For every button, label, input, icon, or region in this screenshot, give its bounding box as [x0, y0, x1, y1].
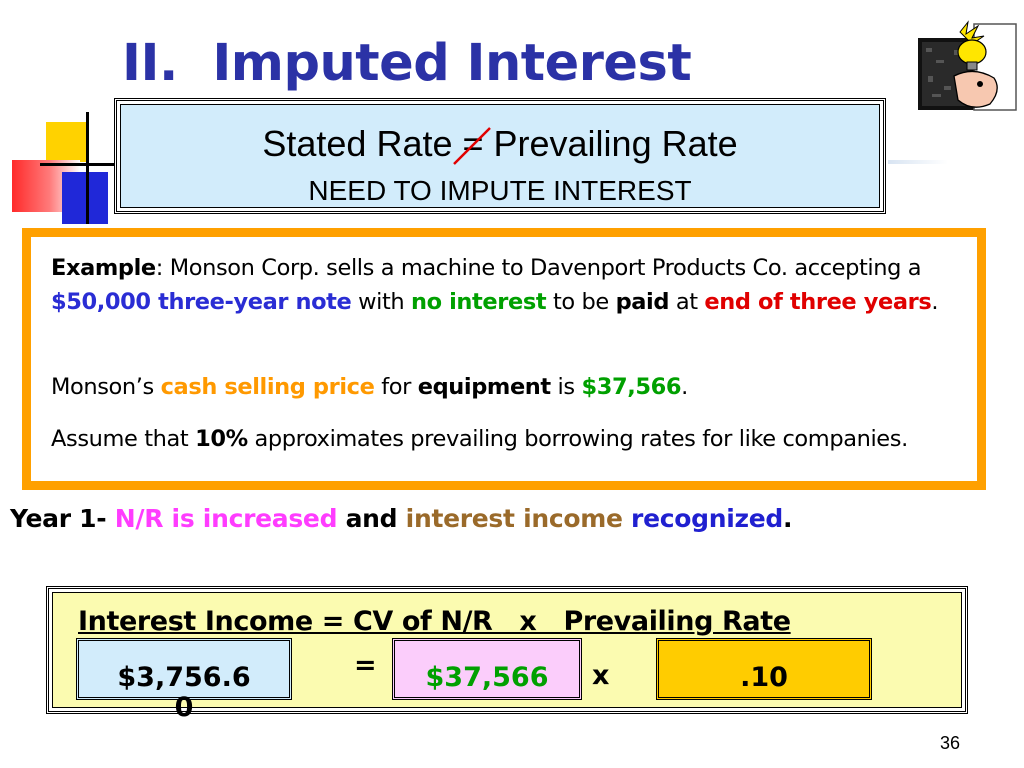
prevailing-rate-amount: .10 [740, 662, 788, 693]
impute-interest-note: NEED TO IMPUTE INTEREST [308, 175, 692, 206]
prevailing-rate-box: .10 [656, 638, 872, 700]
decorative-yellow-square [46, 122, 86, 162]
slide-title: II. Imputed Interest [122, 34, 692, 93]
year-one-statement: Year 1- N/R is increased and interest in… [10, 504, 793, 533]
example-text: . [681, 374, 688, 400]
example-box: Example: Monson Corp. sells a machine to… [22, 228, 986, 490]
no-interest-text: no interest [411, 289, 547, 315]
multiply-sign: x [592, 660, 610, 691]
note-amount: $50,000 three-year note [51, 289, 352, 315]
end-of-three-years-text: end of three years [704, 289, 932, 315]
not-equal-slash [453, 127, 491, 165]
example-text: is [550, 374, 582, 400]
decorative-vertical-line [86, 112, 89, 224]
equals-sign: = [354, 650, 377, 681]
example-text: . [931, 289, 939, 315]
recognized-text: recognized [631, 504, 783, 533]
cash-selling-price-text: cash selling price [160, 374, 375, 400]
example-label: Example [51, 255, 156, 281]
year-label: Year 1- [10, 504, 115, 533]
cash-price-paragraph: Monson’s cash selling price for equipmen… [51, 370, 959, 404]
page-number: 36 [940, 733, 961, 753]
lightbulb-idea-icon [918, 20, 1017, 111]
rate-assumption-paragraph: Assume that 10% approximates prevailing … [51, 422, 959, 456]
example-text: at [669, 289, 705, 315]
connector-text: and [337, 504, 406, 533]
cash-price-amount: $37,566 [581, 374, 682, 400]
decorative-blue-square [62, 172, 108, 224]
stated-rate-box: Stated Rate = Prevailing Rate NEED TO IM… [114, 98, 886, 214]
connector-text [623, 504, 631, 533]
decorative-fade-line [888, 160, 948, 164]
example-text: approximates prevailing borrowing rates … [247, 426, 908, 452]
carrying-value-box: $37,566 [392, 638, 582, 700]
stated-rate-panel: Stated Rate = Prevailing Rate NEED TO IM… [120, 104, 880, 208]
carrying-value-amount: $37,566 [425, 662, 549, 693]
nr-increased-text: N/R is increased [114, 504, 338, 533]
interest-income-text: interest income [405, 504, 623, 533]
decorative-horizontal-line [40, 163, 122, 166]
assumed-rate: 10% [195, 426, 248, 452]
interest-income-amount: $3,756.60 [117, 662, 251, 723]
connector-text: . [783, 504, 793, 533]
interest-income-value: $3,756.60 [76, 638, 292, 723]
example-text: with [351, 289, 412, 315]
example-text: Monson’s [51, 374, 161, 400]
example-text: for [374, 374, 418, 400]
example-text: Assume that [51, 426, 196, 452]
paid-text: paid [615, 289, 670, 315]
example-text: : Monson Corp. sells a machine to Davenp… [155, 255, 922, 281]
equipment-text: equipment [417, 374, 551, 400]
example-paragraph: Example: Monson Corp. sells a machine to… [51, 251, 959, 319]
stated-rate-equation: Stated Rate = Prevailing Rate [262, 123, 738, 164]
formula-heading: Interest Income = CV of N/R x Prevailing… [78, 606, 791, 637]
example-text: to be [546, 289, 616, 315]
